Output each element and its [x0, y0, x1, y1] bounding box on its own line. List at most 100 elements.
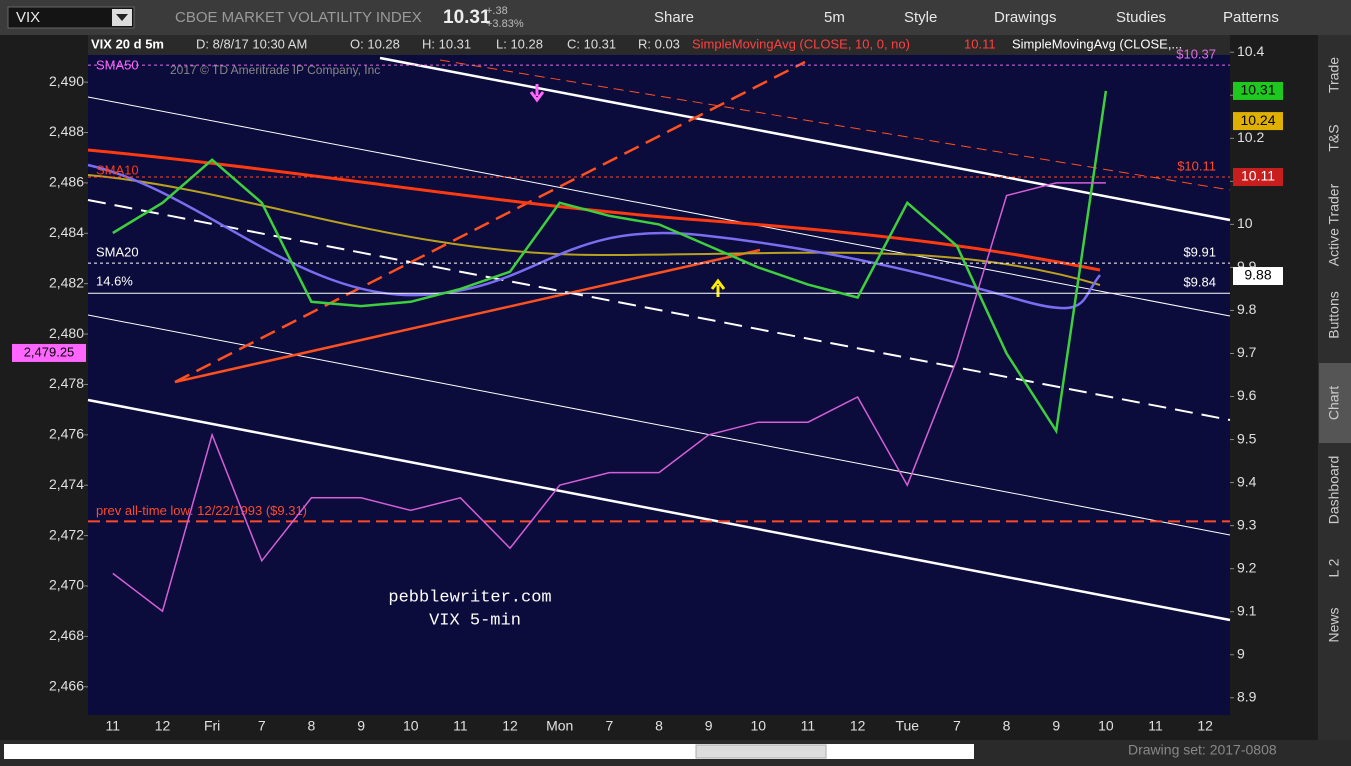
x-tick-label: 7 [953, 718, 961, 734]
y2-tick-label: 9.5 [1237, 430, 1257, 446]
x-tick-label: 12 [502, 718, 518, 734]
y2-tick-label: 9.1 [1237, 602, 1257, 618]
y-tick-label: 2,468 [49, 627, 84, 643]
y-tick-label: 2,470 [49, 577, 84, 593]
y2-tick-label: 10.2 [1237, 129, 1264, 145]
x-tick-label: 10 [1098, 718, 1114, 734]
info: SimpleMovingAvg (CLOSE,... [1012, 36, 1182, 51]
price-tag [1233, 168, 1283, 187]
scroll-thumb[interactable] [695, 744, 827, 759]
button[interactable]: Drawings [994, 9, 1057, 26]
trendline [379, 56, 1231, 222]
price-tag [1233, 81, 1283, 100]
sidebar-tab[interactable]: T&S [1326, 124, 1342, 151]
arrow-down [529, 84, 545, 103]
x-axis-bar [0, 715, 1318, 740]
trendlines [87, 56, 1231, 622]
info-bar [88, 35, 1230, 55]
x-tick-label: 10 [751, 718, 767, 734]
price-tag-label: 10.31 [1240, 82, 1275, 98]
change: +.38 [486, 5, 508, 17]
drawing-set: Drawing set: 2017-0808 [1128, 742, 1277, 758]
annotation: SMA10 [96, 162, 139, 177]
x-tick-label: Fri [204, 718, 220, 734]
y2-tick-label: 9 [1237, 645, 1245, 661]
trendline [439, 59, 1231, 191]
info: R: 0.03 [638, 36, 680, 51]
y2-tick-label: 9.6 [1237, 387, 1257, 403]
trendline [174, 60, 806, 384]
info: 10.11 [964, 36, 996, 51]
price-tag-label: 10.11 [1241, 168, 1275, 184]
left-tag [12, 343, 86, 362]
info: D: 8/8/17 10:30 AM [196, 36, 307, 51]
x-tick-label: Tue [895, 718, 919, 734]
left-tag-label: 2,479.25 [24, 344, 75, 359]
x-tick-label: 12 [850, 718, 866, 734]
level-label: $9.91 [1183, 245, 1216, 260]
sidebar-tab[interactable]: Buttons [1326, 291, 1342, 338]
y2-tick-label: 9.7 [1237, 344, 1257, 360]
y2-tick-label: 9.3 [1237, 516, 1257, 532]
button[interactable]: Patterns [1223, 9, 1279, 26]
info: VIX 20 d 5m [91, 36, 164, 51]
trendline [174, 248, 761, 384]
button[interactable]: Share [654, 9, 694, 26]
y2-tick-label: 9.2 [1237, 559, 1257, 575]
trendline [87, 398, 1231, 622]
sidebar-tab[interactable]: Chart [1326, 386, 1342, 420]
y-tick-label: 2,472 [49, 526, 84, 542]
symbol: VIX [16, 9, 40, 26]
last-price: 10.31 [443, 7, 491, 28]
button[interactable]: Style [904, 9, 937, 26]
price-tag-label: 10.24 [1240, 112, 1275, 128]
annotation: SMA50 [96, 57, 139, 72]
description: CBOE MARKET VOLATILITY INDEX [175, 9, 422, 26]
series-line [112, 90, 1108, 435]
x-tick-label: 11 [106, 718, 121, 734]
price-tag [1233, 112, 1283, 131]
scrollbar[interactable] [4, 744, 974, 759]
y-tick-label: 2,490 [49, 73, 84, 89]
x-tick-label: 12 [1197, 718, 1213, 734]
sidebar-tab[interactable]: L 2 [1326, 558, 1342, 577]
trendline [87, 314, 1231, 536]
x-tick-label: 11 [801, 718, 816, 734]
x-tick-label: 8 [655, 718, 663, 734]
x-tick-label: 7 [258, 718, 266, 734]
annotation: pebblewriter.com [388, 588, 551, 607]
price-tag [1233, 267, 1283, 286]
y-tick-label: 2,476 [49, 426, 84, 442]
arrow-up [710, 278, 726, 297]
level-label: $9.84 [1183, 275, 1216, 290]
y2-tick-label: 9.8 [1237, 301, 1257, 317]
plot: 2,466 2,468 2,470 2,472 2,474 2,476 2,478 2,480… [0, 43, 1318, 740]
y-tick-label: 2,466 [49, 677, 84, 693]
change-pct: +3.83% [486, 18, 524, 30]
x-tick-label: 7 [605, 718, 613, 734]
sidebar-tabs: Trade T&S Active Trader Buttons Chart Dashboa… [1319, 57, 1351, 643]
series-line [112, 182, 1106, 613]
level-label: $10.37 [1176, 47, 1216, 62]
info: H: 10.31 [422, 36, 471, 51]
y-tick-label: 2,486 [49, 174, 84, 190]
x-tick-label: 9 [705, 718, 713, 734]
x-tick-label: 9 [357, 718, 365, 734]
x-tick-label: Mon [546, 718, 573, 734]
sidebar-tab[interactable]: Trade [1326, 57, 1342, 93]
symbol-box[interactable] [7, 6, 135, 29]
sidebar-tab[interactable]: News [1326, 607, 1342, 642]
y-tick-label: 2,482 [49, 274, 84, 290]
sidebar-tab[interactable]: Active Trader [1326, 183, 1342, 266]
x-tick-label: 11 [1148, 718, 1163, 734]
button[interactable]: Studies [1116, 9, 1166, 26]
y-tick-label: 2,484 [49, 224, 84, 240]
y-tick-label: 2,488 [49, 123, 84, 139]
info: C: 10.31 [567, 36, 616, 51]
sidebar-tab[interactable]: Dashboard [1326, 456, 1342, 525]
info: SimpleMovingAvg (CLOSE, 10, 0, no) [692, 36, 910, 51]
button[interactable]: 5m [824, 9, 845, 26]
info: O: 10.28 [350, 36, 400, 51]
x-tick-label: 9 [1052, 718, 1060, 734]
